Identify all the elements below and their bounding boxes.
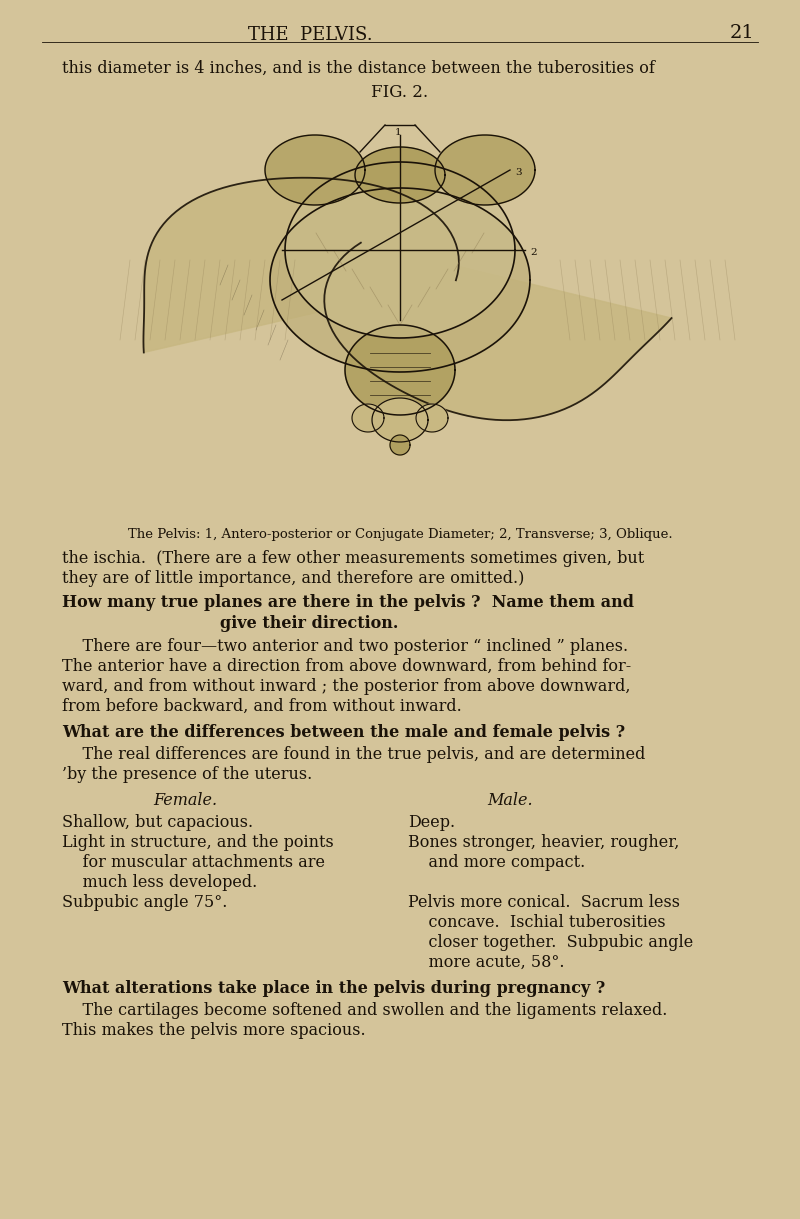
Text: Female.: Female. <box>153 792 217 809</box>
Text: The anterior have a direction from above downward, from behind for-: The anterior have a direction from above… <box>62 658 631 675</box>
Text: and more compact.: and more compact. <box>408 855 586 872</box>
Text: Pelvis more conical.  Sacrum less: Pelvis more conical. Sacrum less <box>408 894 680 911</box>
Text: this diameter is 4 inches, and is the distance between the tuberosities of: this diameter is 4 inches, and is the di… <box>62 60 655 77</box>
Text: Subpubic angle 75°.: Subpubic angle 75°. <box>62 894 227 911</box>
Polygon shape <box>372 397 428 442</box>
Polygon shape <box>345 325 455 414</box>
Text: they are of little importance, and therefore are omitted.): they are of little importance, and there… <box>62 570 524 588</box>
Polygon shape <box>435 135 535 205</box>
Text: 21: 21 <box>730 24 754 41</box>
Text: This makes the pelvis more spacious.: This makes the pelvis more spacious. <box>62 1022 366 1039</box>
Text: for muscular attachments are: for muscular attachments are <box>62 855 325 872</box>
Text: What alterations take place in the pelvis during pregnancy ?: What alterations take place in the pelvi… <box>62 980 606 997</box>
Text: The cartilages become softened and swollen and the ligaments relaxed.: The cartilages become softened and swoll… <box>62 1002 667 1019</box>
Text: closer together.  Subpubic angle: closer together. Subpubic angle <box>408 934 694 951</box>
Text: 1: 1 <box>394 128 402 137</box>
Polygon shape <box>416 403 448 432</box>
Text: ward, and from without inward ; the posterior from above downward,: ward, and from without inward ; the post… <box>62 678 630 695</box>
Polygon shape <box>270 188 530 372</box>
Text: the ischia.  (There are a few other measurements sometimes given, but: the ischia. (There are a few other measu… <box>62 550 644 567</box>
Polygon shape <box>324 243 671 421</box>
Text: more acute, 58°.: more acute, 58°. <box>408 954 565 972</box>
Text: Male.: Male. <box>487 792 533 809</box>
Text: Deep.: Deep. <box>408 814 455 831</box>
Text: give their direction.: give their direction. <box>220 616 398 631</box>
Text: much less developed.: much less developed. <box>62 874 258 891</box>
Text: Shallow, but capacious.: Shallow, but capacious. <box>62 814 253 831</box>
Text: concave.  Ischial tuberosities: concave. Ischial tuberosities <box>408 914 666 931</box>
Text: from before backward, and from without inward.: from before backward, and from without i… <box>62 698 462 716</box>
Text: Light in structure, and the points: Light in structure, and the points <box>62 834 334 851</box>
Text: How many true planes are there in the pelvis ?  Name them and: How many true planes are there in the pe… <box>62 594 634 611</box>
Polygon shape <box>285 162 515 338</box>
Text: 3: 3 <box>515 168 522 177</box>
Polygon shape <box>390 435 410 455</box>
Text: What are the differences between the male and female pelvis ?: What are the differences between the mal… <box>62 724 625 741</box>
FancyBboxPatch shape <box>55 98 745 518</box>
Text: The real differences are found in the true pelvis, and are determined: The real differences are found in the tr… <box>62 746 646 763</box>
Polygon shape <box>355 147 445 204</box>
Text: There are four—two anterior and two posterior “ inclined ” planes.: There are four—two anterior and two post… <box>62 638 628 655</box>
Text: 2: 2 <box>530 247 537 257</box>
Text: Bones stronger, heavier, rougher,: Bones stronger, heavier, rougher, <box>408 834 679 851</box>
Text: FIG. 2.: FIG. 2. <box>371 84 429 101</box>
Text: The Pelvis: 1, Antero-posterior or Conjugate Diameter; 2, Transverse; 3, Oblique: The Pelvis: 1, Antero-posterior or Conju… <box>128 528 672 541</box>
Text: THE  PELVIS.: THE PELVIS. <box>248 26 372 44</box>
Polygon shape <box>265 135 365 205</box>
Text: ’by the presence of the uterus.: ’by the presence of the uterus. <box>62 766 312 783</box>
Polygon shape <box>143 178 459 352</box>
Polygon shape <box>352 403 384 432</box>
